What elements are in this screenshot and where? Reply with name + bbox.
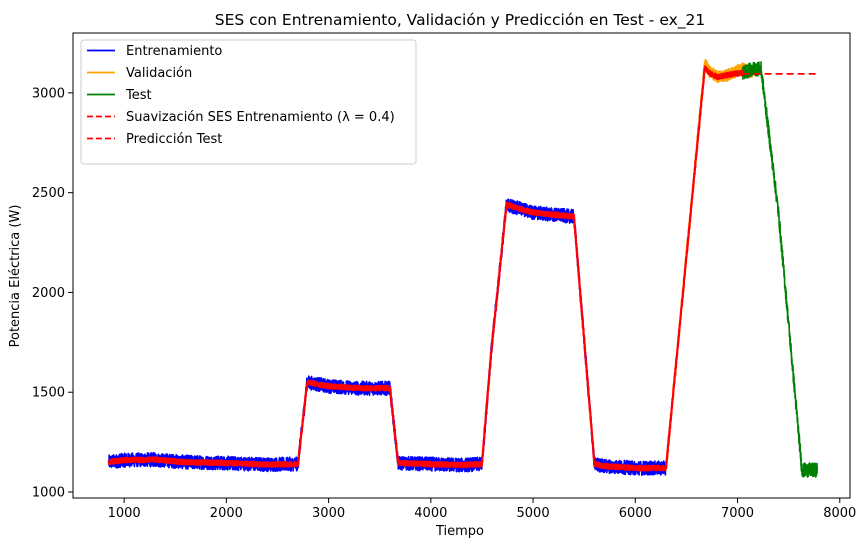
plot-area [107,58,819,478]
x-tick-label: 1000 [108,506,141,521]
legend: Entrenamiento Validación Test Suavización S… [80,39,417,165]
series-line-4 [107,65,744,472]
x-tick-label: 4000 [414,506,447,521]
x-tick-label: 2000 [210,506,243,521]
axes: 1000 2000 3000 4000 5000 6000 7000 8000 1000 1500… [32,32,856,521]
legend-label-5: Predicción Test [126,132,222,147]
legend-label-1: Entrenamiento [126,44,222,59]
legend-label-4: Suavización SES Entrenamiento (λ = 0.4) [126,110,395,125]
y-tick-label: 2000 [32,286,65,301]
y-tick-label: 2500 [32,186,65,201]
y-tick-label: 1000 [32,486,65,501]
x-tick-label: 6000 [619,506,652,521]
y-axis-label: Potencia Eléctrica (W) [8,205,23,348]
x-tick-label: 5000 [517,506,550,521]
x-tick-label: 7000 [721,506,754,521]
x-tick-label: 3000 [312,506,345,521]
x-tick-label: 8000 [823,506,856,521]
y-tick-label: 1500 [32,386,65,401]
legend-label-2: Validación [126,66,192,81]
x-axis-label: Tiempo [435,524,484,539]
series-line-3 [741,61,819,478]
chart-title: SES con Entrenamiento, Validación y Pred… [215,11,705,30]
legend-label-3: Test [125,88,152,103]
legend-box [80,39,417,165]
plot-frame [72,32,851,499]
y-tick-label: 3000 [32,86,65,101]
